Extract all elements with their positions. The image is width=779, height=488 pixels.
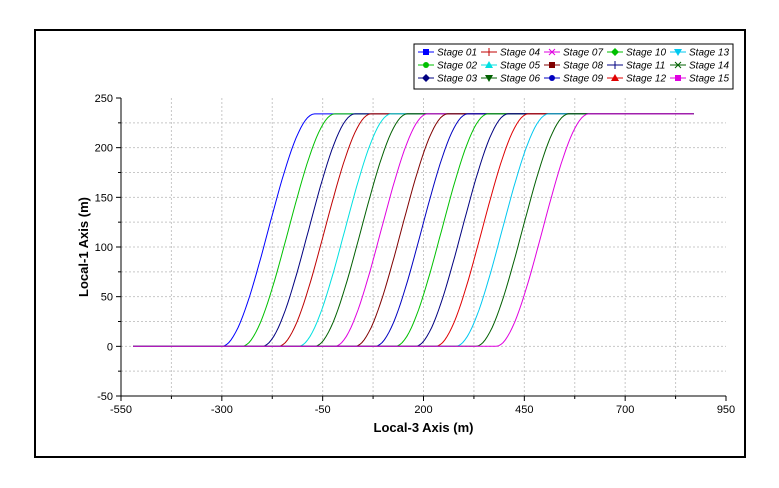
series-line-stage-01 xyxy=(133,113,694,347)
x-tick-label: -50 xyxy=(315,404,331,416)
legend-item-stage-11: Stage 11 xyxy=(607,61,665,72)
legend-item-stage-14: Stage 14 xyxy=(670,61,729,72)
x-tick-label: 200 xyxy=(414,404,432,416)
legend-marker-triangle-down xyxy=(485,75,493,82)
legend-label: Stage 06 xyxy=(500,74,540,85)
series-line-stage-03 xyxy=(133,113,694,347)
chart-svg: -550 -300 -50 200 450 700 950 -50 0 50 100 150 200 25… xyxy=(76,43,736,435)
y-tick-label: 250 xyxy=(95,93,113,105)
grid-layer xyxy=(121,98,726,396)
legend-marker-square xyxy=(423,49,429,55)
x-tick-label: 450 xyxy=(515,404,533,416)
legend-label: Stage 11 xyxy=(626,61,665,72)
legend-item-stage-13: Stage 13 xyxy=(670,48,729,59)
legend-item-stage-01: Stage 01 xyxy=(418,48,477,59)
x-tick-label: -550 xyxy=(110,404,132,416)
legend-label: Stage 01 xyxy=(437,48,477,59)
series-line-stage-06 xyxy=(133,113,694,347)
legend-marker-square xyxy=(675,75,681,81)
x-tick-label: -300 xyxy=(211,404,233,416)
y-axis-title: Local-1 Axis (m) xyxy=(76,197,91,297)
legend-marker-circle xyxy=(549,75,555,81)
legend-item-stage-04: Stage 04 xyxy=(481,48,540,59)
legend-label: Stage 03 xyxy=(437,74,477,85)
y-tick-label: -50 xyxy=(97,391,113,403)
legend: Stage 01 Stage 04 Stage 07 Stage 10 Stage 13… xyxy=(413,43,734,90)
series-line-stage-15 xyxy=(133,113,694,347)
x-tick-label: 950 xyxy=(717,404,735,416)
legend-label: Stage 10 xyxy=(626,48,666,59)
legend-item-stage-03: Stage 03 xyxy=(418,74,477,85)
y-tick-label: 100 xyxy=(95,242,113,254)
legend-marker-square xyxy=(549,62,555,68)
series-line-stage-02 xyxy=(133,113,694,347)
legend-label: Stage 04 xyxy=(500,48,540,59)
y-tick-label: 150 xyxy=(95,192,113,204)
legend-label: Stage 12 xyxy=(626,74,666,85)
legend-marker-cross xyxy=(548,48,556,56)
legend-marker-plus xyxy=(611,61,619,69)
legend-label: Stage 13 xyxy=(689,48,729,59)
legend-item-stage-15: Stage 15 xyxy=(670,74,729,85)
legend-marker-triangle-down xyxy=(674,49,682,56)
legend-marker-cross xyxy=(674,61,682,69)
series-line-stage-10 xyxy=(133,113,694,347)
legend-marker-diamond xyxy=(422,74,430,82)
legend-marker-triangle-up xyxy=(611,74,619,81)
series-line-stage-11 xyxy=(133,113,694,347)
series-line-stage-07 xyxy=(133,113,694,347)
legend-label: Stage 09 xyxy=(563,74,603,85)
series-line-stage-08 xyxy=(133,113,694,347)
series-line-stage-09 xyxy=(133,113,694,347)
legend-label: Stage 05 xyxy=(500,61,540,72)
legend-item-stage-07: Stage 07 xyxy=(544,48,603,59)
x-tick-label: 700 xyxy=(616,404,634,416)
legend-item-stage-05: Stage 05 xyxy=(481,61,540,72)
axes-layer: -550 -300 -50 200 450 700 950 -50 0 50 100 150 200 25… xyxy=(95,93,736,416)
series-line-stage-13 xyxy=(133,113,694,347)
curves-layer xyxy=(133,113,694,347)
series-line-stage-14 xyxy=(133,113,694,347)
y-tick-label: 0 xyxy=(107,341,113,353)
x-axis-title: Local-3 Axis (m) xyxy=(374,420,474,435)
series-line-stage-04 xyxy=(133,113,694,347)
legend-label: Stage 14 xyxy=(689,61,729,72)
legend-marker-circle xyxy=(423,62,429,68)
legend-item-stage-09: Stage 09 xyxy=(544,74,603,85)
legend-label: Stage 07 xyxy=(563,48,603,59)
series-line-stage-05 xyxy=(133,113,694,347)
legend-item-stage-08: Stage 08 xyxy=(544,61,603,72)
legend-label: Stage 08 xyxy=(563,61,603,72)
legend-marker-diamond xyxy=(611,48,619,56)
series-line-stage-12 xyxy=(133,113,694,347)
y-tick-label: 50 xyxy=(101,292,113,304)
legend-item-stage-02: Stage 02 xyxy=(418,61,477,72)
legend-label: Stage 15 xyxy=(689,74,729,85)
chart-frame: -550 -300 -50 200 450 700 950 -50 0 50 100 150 200 25… xyxy=(34,29,746,458)
legend-item-stage-12: Stage 12 xyxy=(607,74,666,85)
legend-item-stage-10: Stage 10 xyxy=(607,48,666,59)
legend-marker-plus xyxy=(485,48,493,56)
y-tick-label: 200 xyxy=(95,143,113,155)
legend-label: Stage 02 xyxy=(437,61,477,72)
legend-marker-triangle-up xyxy=(485,61,493,68)
legend-item-stage-06: Stage 06 xyxy=(481,74,540,85)
